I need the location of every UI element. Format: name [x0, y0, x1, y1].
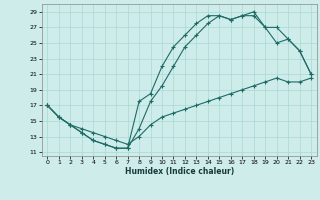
- X-axis label: Humidex (Indice chaleur): Humidex (Indice chaleur): [124, 167, 234, 176]
